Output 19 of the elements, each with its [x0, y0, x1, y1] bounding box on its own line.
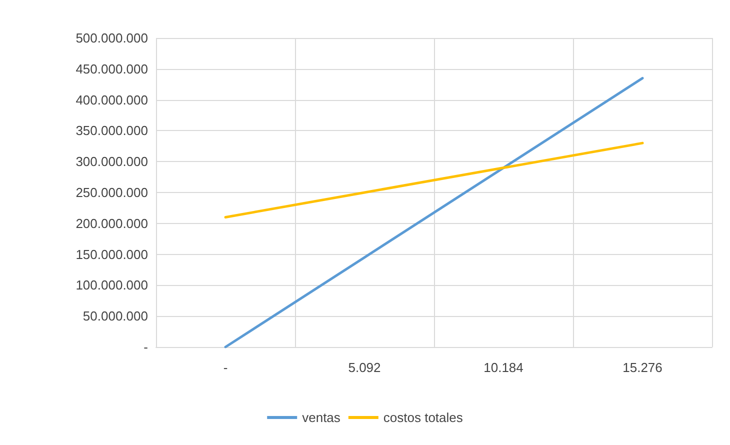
- legend-label: costos totales: [383, 410, 464, 425]
- y-tick-label: 50.000.000: [82, 308, 148, 324]
- x-tick-label: 15.276: [622, 360, 662, 375]
- y-tick-label: 150.000.000: [76, 246, 148, 262]
- y-tick-label: -: [144, 340, 148, 354]
- y-tick-label: 250.000.000: [76, 185, 148, 200]
- line-series: [224, 142, 644, 218]
- line-series: [224, 76, 644, 348]
- y-tick-label: 400.000.000: [76, 92, 148, 108]
- x-tick-label: 5.092: [348, 360, 381, 375]
- y-tick-label: 100.000.000: [76, 278, 148, 293]
- y-tick-label: 450.000.000: [76, 61, 148, 76]
- y-tick-label: 200.000.000: [76, 216, 148, 231]
- y-tick-label: 500.000.000: [76, 30, 148, 46]
- x-tick-label: -: [223, 360, 228, 375]
- legend-label: ventas: [302, 410, 341, 425]
- y-tick-label: 350.000.000: [76, 123, 148, 138]
- y-tick-label: 300.000.000: [76, 154, 148, 170]
- x-tick-label: 10.184: [484, 360, 524, 375]
